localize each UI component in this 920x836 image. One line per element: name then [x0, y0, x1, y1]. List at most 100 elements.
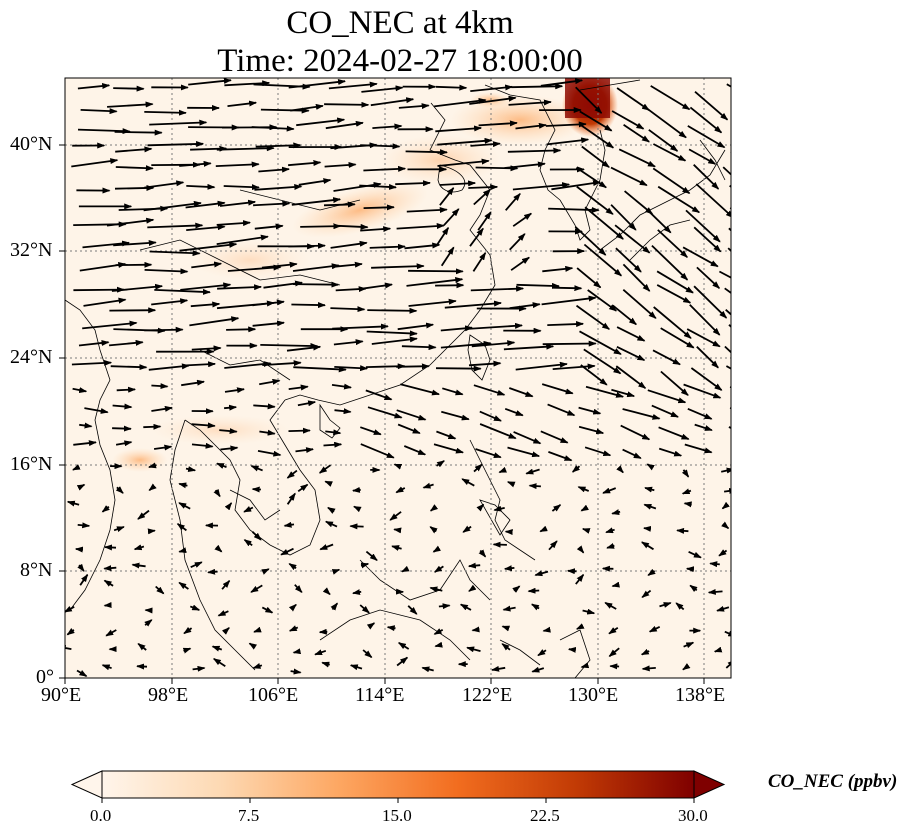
- wind-arrow: [323, 201, 356, 208]
- wind-arrow: [575, 623, 585, 630]
- wind-arrow: [688, 148, 717, 165]
- wind-arrow: [584, 446, 612, 457]
- wind-arrow: [76, 483, 86, 491]
- wind-arrow: [185, 466, 197, 472]
- wind-arrow: [504, 407, 524, 417]
- wind-arrow: [115, 146, 153, 153]
- colorbar-tick-15: 15.0: [382, 806, 412, 825]
- wind-arrow: [215, 161, 260, 168]
- wind-arrow: [728, 227, 731, 232]
- wind-arrow: [334, 408, 352, 415]
- wind-arrow: [439, 187, 455, 206]
- wind-arrow: [331, 568, 341, 575]
- colorbar-min-extend: [70, 770, 103, 799]
- wind-arrow: [433, 443, 464, 454]
- wind-arrow: [616, 345, 646, 362]
- wind-arrow: [527, 587, 540, 594]
- wind-arrow: [371, 336, 418, 345]
- wind-arrow: [435, 226, 450, 247]
- wind-arrow: [620, 424, 651, 441]
- wind-arrow: [693, 226, 722, 253]
- wind-arrow: [395, 486, 406, 494]
- wind-arrow: [259, 429, 276, 436]
- wind-arrow: [567, 646, 577, 653]
- wind-arrow: [176, 523, 187, 532]
- wind-arrow: [71, 359, 113, 366]
- wind-arrow: [372, 123, 403, 130]
- wind-arrow: [726, 83, 731, 88]
- wind-arrow: [333, 181, 382, 192]
- wind-arrow: [541, 383, 574, 395]
- wind-arrow: [580, 504, 589, 512]
- wind-arrow: [648, 625, 661, 633]
- wind-arrow: [614, 224, 651, 254]
- wind-arrow: [250, 465, 263, 472]
- wind-arrow: [724, 345, 731, 354]
- wind-arrow: [510, 256, 530, 271]
- wind-arrow: [325, 429, 342, 436]
- wind-arrow: [479, 410, 502, 422]
- wind-arrow: [682, 663, 691, 671]
- wind-arrow: [718, 270, 731, 279]
- wind-arrow: [472, 252, 487, 272]
- wind-arrow: [653, 306, 692, 339]
- wind-arrow: [367, 406, 403, 419]
- wind-arrow: [288, 603, 297, 612]
- wind-arrow: [552, 363, 596, 370]
- wind-arrow: [148, 363, 190, 371]
- wind-arrow: [190, 561, 203, 569]
- wind-arrow: [224, 387, 245, 394]
- wind-arrow: [707, 588, 723, 595]
- lat-tick-32n: 32°N: [10, 239, 53, 261]
- wind-arrow: [251, 125, 295, 132]
- wind-arrow: [505, 192, 521, 211]
- wind-arrow: [676, 527, 689, 534]
- wind-arrow: [72, 387, 88, 393]
- wind-arrow: [253, 403, 276, 410]
- wind-arrow: [293, 366, 347, 373]
- wind-arrow: [647, 389, 687, 404]
- wind-arrow: [579, 110, 613, 132]
- wind-arrow: [353, 505, 362, 513]
- wind-arrow: [324, 161, 357, 168]
- wind-arrow: [261, 606, 274, 614]
- wind-arrow: [148, 483, 157, 491]
- wind-arrow: [429, 586, 443, 593]
- wind-arrow: [137, 509, 150, 520]
- wind-arrow: [328, 81, 378, 90]
- wind-arrow: [652, 167, 691, 195]
- wind-arrow: [713, 646, 723, 653]
- wind-arrow: [461, 478, 475, 487]
- wind-arrow: [178, 547, 187, 554]
- wind-arrow: [434, 641, 443, 648]
- wind-arrow: [721, 501, 730, 510]
- wind-arrow: [113, 526, 125, 533]
- wind-arrow: [624, 190, 654, 215]
- wind-arrow: [696, 346, 719, 369]
- wind-arrow: [406, 277, 464, 287]
- lat-tick-40n: 40°N: [10, 133, 53, 155]
- lon-tick-98e: 98°E: [148, 684, 189, 706]
- wind-arrow: [683, 641, 695, 649]
- wind-arrow: [401, 344, 437, 351]
- wind-arrow: [370, 97, 415, 107]
- wind-arrow: [243, 506, 254, 513]
- wind-arrow: [360, 562, 370, 569]
- wind-arrow: [258, 166, 290, 173]
- wind-arrow: [440, 340, 492, 349]
- wind-arrow: [227, 264, 282, 272]
- lat-tick-24n: 24°N: [10, 346, 53, 368]
- wind-arrow: [694, 91, 729, 121]
- wind-arrow: [77, 83, 111, 90]
- wind-arrow: [459, 603, 472, 611]
- wind-arrow: [216, 234, 269, 245]
- wind-arrow: [610, 204, 637, 231]
- wind-arrow: [442, 387, 464, 396]
- wind-arrow: [318, 628, 328, 635]
- wind-arrow: [136, 663, 148, 670]
- wind-arrow: [647, 568, 656, 576]
- wind-arrow: [611, 110, 645, 130]
- wind-arrow: [220, 445, 239, 452]
- wind-arrow: [214, 544, 223, 553]
- wind-arrow: [192, 665, 206, 672]
